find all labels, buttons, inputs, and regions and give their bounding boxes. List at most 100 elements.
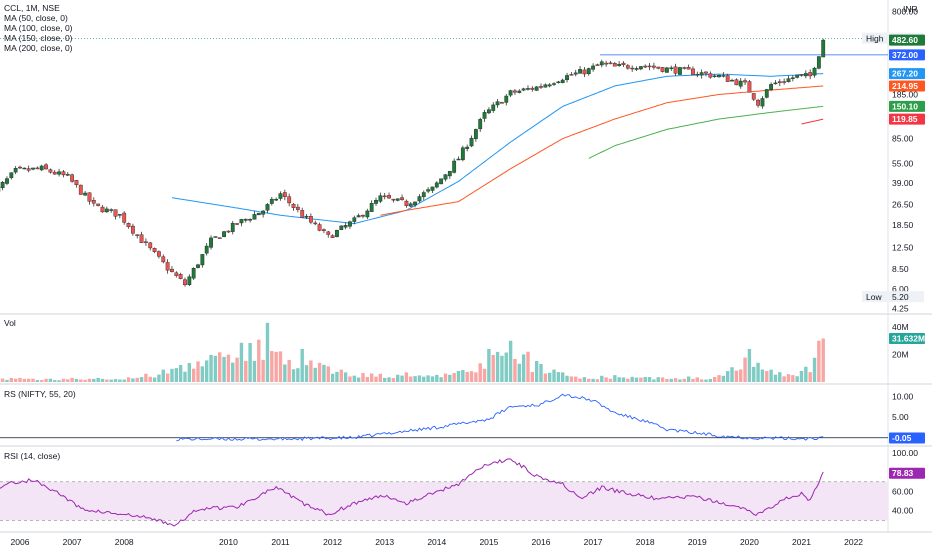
- rsi-series-line: [0, 458, 824, 527]
- axes[interactable]: 4.25 6.00 8.50 12.50 18.50 26.50 39.00 55.00 85.…: [11, 4, 919, 547]
- ma100-legend[interactable]: MA (100, close, 0): [4, 23, 73, 33]
- volume-bar: [35, 380, 40, 382]
- volume-bar: [604, 377, 608, 382]
- volume-bar: [608, 378, 613, 382]
- rsi-tick-label: 100.00: [892, 448, 918, 458]
- time-tick-label: 2006: [11, 537, 30, 547]
- candle-body: [408, 203, 413, 207]
- candle-body: [500, 102, 504, 104]
- volume-bar: [257, 339, 261, 382]
- rs-pane-title[interactable]: RS (NIFTY, 55, 20): [4, 389, 76, 399]
- volume-bar: [708, 378, 713, 382]
- candle-body: [222, 231, 226, 238]
- candle-body: [682, 67, 687, 69]
- candle-body: [473, 129, 478, 139]
- ma50-legend[interactable]: MA (50, close, 0): [4, 13, 68, 23]
- price-tick-label: 4.25: [892, 304, 909, 314]
- volume-bar: [278, 351, 283, 382]
- ma200-line: [801, 118, 824, 125]
- volume-bar: [144, 373, 148, 382]
- candle-body: [87, 192, 92, 202]
- candle-body: [148, 242, 153, 249]
- rsi-overbought-oversold-band: [0, 481, 888, 521]
- volume-bar: [152, 377, 157, 382]
- volume-bar: [704, 379, 708, 382]
- candle-body: [430, 186, 435, 191]
- ma50-tag: 267.20: [892, 69, 918, 79]
- volume-bar: [131, 378, 135, 382]
- candle-body: [443, 174, 448, 180]
- ma150-legend[interactable]: MA (150, close, 0): [4, 33, 73, 43]
- volume-bar: [5, 379, 9, 382]
- candle-body: [269, 198, 274, 204]
- volume-bar: [469, 371, 474, 382]
- volume-bar: [652, 379, 656, 382]
- ma200-legend[interactable]: MA (200, close, 0): [4, 43, 73, 53]
- candle-body: [157, 251, 161, 257]
- currency-label: INR: [903, 4, 918, 14]
- candle-body: [343, 225, 348, 228]
- candle-body: [799, 74, 804, 76]
- volume-bar: [270, 351, 274, 382]
- candle-body: [48, 169, 53, 173]
- volume-bar: [621, 377, 626, 382]
- volume-pane-title[interactable]: Vol: [4, 318, 16, 328]
- candle-body: [139, 234, 144, 243]
- candle-body: [0, 182, 5, 189]
- rs-tick-label: 5.00: [892, 412, 909, 422]
- candle-body: [174, 272, 179, 276]
- volume-bar: [322, 364, 326, 382]
- candle-body: [760, 98, 765, 107]
- volume-bar: [743, 357, 747, 382]
- time-tick-label: 2015: [479, 537, 498, 547]
- high-label: High: [866, 34, 884, 44]
- candle-body: [556, 81, 561, 84]
- rsi-line: [0, 458, 824, 527]
- volume-bar: [0, 378, 5, 382]
- volume-bar: [552, 369, 556, 382]
- candle-body: [22, 167, 27, 170]
- candle-body: [539, 86, 543, 88]
- volume-bar: [53, 380, 57, 382]
- candle-body: [304, 215, 309, 218]
- volume-bar: [113, 379, 118, 382]
- price-tick-label: 800.00: [892, 6, 918, 16]
- candle-body: [326, 231, 331, 235]
- volume-bar: [365, 376, 370, 382]
- candle-body: [217, 237, 222, 239]
- candle-body: [478, 119, 483, 130]
- candle-body: [274, 198, 279, 201]
- volume-bar: [547, 372, 552, 382]
- volume-bar: [487, 349, 491, 382]
- candle-body: [495, 101, 500, 106]
- candle-body: [117, 214, 122, 216]
- ma200-tag: 119.85: [892, 114, 918, 124]
- volume-bar: [287, 360, 291, 382]
- volume-bar: [83, 379, 87, 382]
- candle-body: [187, 276, 192, 285]
- volume-bar: [252, 360, 257, 382]
- volume-bar: [13, 378, 18, 382]
- candle-body: [135, 234, 140, 236]
- volume-bar: [218, 352, 222, 382]
- candle-body: [782, 81, 787, 83]
- candle-body: [417, 196, 422, 202]
- volume-bar: [747, 349, 752, 382]
- candle-body: [434, 182, 439, 188]
- volume-last-tag: 31.632M: [892, 334, 925, 344]
- candle-body: [487, 109, 491, 114]
- candle-body: [196, 264, 200, 268]
- volume-bar: [634, 377, 639, 382]
- candle-body: [803, 73, 808, 77]
- volume-bar: [126, 377, 131, 382]
- rsi-tick-label: 60.00: [892, 486, 914, 496]
- volume-bar: [478, 363, 482, 382]
- candle-body: [178, 274, 183, 279]
- ma150-tag-bg: [889, 100, 925, 112]
- volume-bar: [582, 377, 587, 382]
- symbol-line[interactable]: CCL, 1M, NSE: [4, 3, 60, 13]
- candle-body: [400, 197, 404, 200]
- volume-bar: [261, 359, 265, 382]
- rsi-pane-title[interactable]: RSI (14, close): [4, 451, 61, 461]
- volume-bar: [435, 374, 439, 382]
